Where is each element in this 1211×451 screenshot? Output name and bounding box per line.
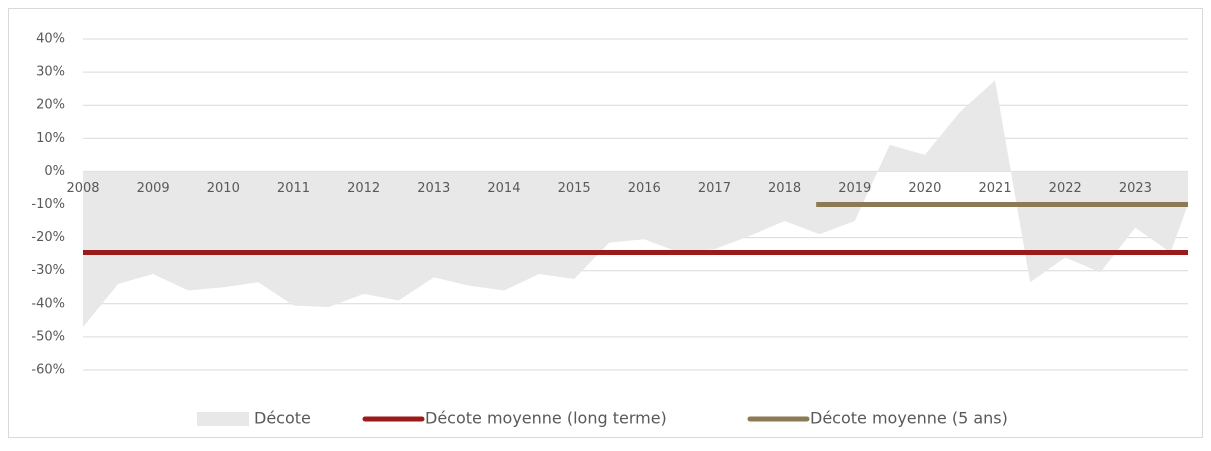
x-tick-label: 2011 xyxy=(277,181,310,196)
x-tick-label: 2013 xyxy=(417,181,450,196)
x-tick-label: 2017 xyxy=(698,181,731,196)
y-tick-label: -10% xyxy=(31,197,65,212)
x-tick-label: 2010 xyxy=(207,181,240,196)
x-tick-label: 2009 xyxy=(137,181,170,196)
legend-label: Décote xyxy=(254,409,311,428)
y-tick-label: -20% xyxy=(31,230,65,245)
y-tick-label: 20% xyxy=(36,98,65,113)
x-tick-label: 2015 xyxy=(558,181,591,196)
y-tick-label: -50% xyxy=(31,329,65,344)
x-tick-label: 2012 xyxy=(347,181,380,196)
y-tick-label: 0% xyxy=(44,164,65,179)
legend-label: Décote moyenne (5 ans) xyxy=(810,409,1008,428)
x-tick-label: 2008 xyxy=(66,181,99,196)
y-tick-label: 40% xyxy=(36,32,65,47)
y-tick-label: 10% xyxy=(36,131,65,146)
y-tick-label: 30% xyxy=(36,65,65,80)
x-tick-label: 2019 xyxy=(838,181,871,196)
x-tick-label: 2023 xyxy=(1119,181,1152,196)
area xyxy=(83,80,1188,327)
y-tick-label: -30% xyxy=(31,263,65,278)
x-tick-label: 2014 xyxy=(487,181,520,196)
x-tick-label: 2016 xyxy=(628,181,661,196)
legend-label: Décote moyenne (long terme) xyxy=(425,409,667,428)
x-tick-label: 2018 xyxy=(768,181,801,196)
y-tick-label: -40% xyxy=(31,296,65,311)
legend-swatch xyxy=(197,412,249,426)
x-tick-label: 2020 xyxy=(908,181,941,196)
y-tick-label: -60% xyxy=(31,363,65,378)
frame xyxy=(8,8,1203,438)
x-tick-label: 2021 xyxy=(979,181,1012,196)
x-tick-label: 2022 xyxy=(1049,181,1082,196)
